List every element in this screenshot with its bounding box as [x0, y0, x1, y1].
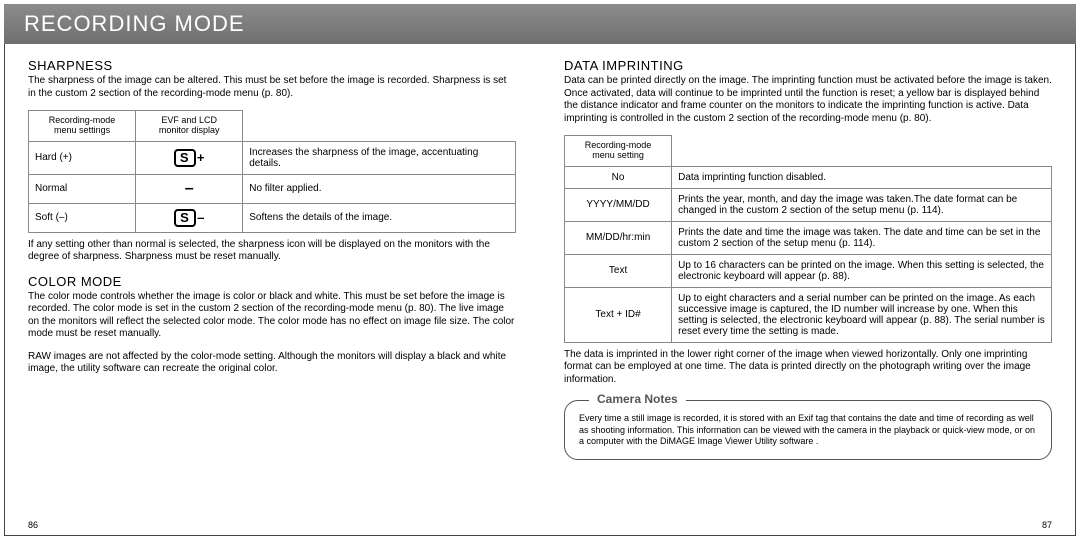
sharpness-th1: Recording-modemenu settings [29, 111, 136, 142]
colormode-p1: The color mode controls whether the imag… [28, 291, 516, 341]
imprint-table: Recording-modemenu setting No Data impri… [564, 135, 1052, 343]
sharpness-desc: Increases the sharpness of the image, ac… [243, 141, 516, 174]
colormode-heading: COLOR MODE [28, 274, 516, 289]
right-column: DATA IMPRINTING Data can be printed dire… [540, 50, 1076, 536]
imprint-desc: Prints the date and time the image was t… [672, 221, 1052, 254]
header-bar: RECORDING MODE [4, 4, 1076, 44]
sharpness-desc: Softens the details of the image. [243, 203, 516, 232]
imprint-desc: Up to eight characters and a serial numb… [672, 287, 1052, 342]
imprint-row: Text Up to 16 characters can be printed … [565, 254, 1052, 287]
sharpness-heading: SHARPNESS [28, 58, 516, 73]
sharpness-row: Normal – No filter applied. [29, 174, 516, 203]
sharpness-s-icon [174, 209, 196, 227]
imprint-setting: No [565, 166, 672, 188]
camera-notes-text: Every time a still image is recorded, it… [579, 413, 1037, 447]
sharpness-th2: EVF and LCDmonitor display [136, 111, 243, 142]
sharpness-intro: The sharpness of the image can be altere… [28, 75, 516, 100]
sharpness-icon-cell: + [136, 141, 243, 174]
imprint-th: Recording-modemenu setting [565, 136, 672, 167]
imprint-row: MM/DD/hr:min Prints the date and time th… [565, 221, 1052, 254]
camera-notes-box: Camera Notes Every time a still image is… [564, 400, 1052, 460]
dash-icon: – [185, 180, 194, 197]
sharpness-setting: Soft (–) [29, 203, 136, 232]
page-number-left: 86 [28, 520, 38, 530]
sharpness-s-icon [174, 149, 196, 167]
camera-notes-label: Camera Notes [589, 392, 686, 407]
imprint-setting: Text + ID# [565, 287, 672, 342]
header-title: RECORDING MODE [24, 11, 245, 37]
sharpness-footer: If any setting other than normal is sele… [28, 239, 516, 264]
page-number-right: 87 [1042, 520, 1052, 530]
plus-icon: + [197, 150, 205, 165]
imprint-heading: DATA IMPRINTING [564, 58, 1052, 73]
imprint-setting: Text [565, 254, 672, 287]
sharpness-row: Soft (–) – Softens the details of the im… [29, 203, 516, 232]
sharpness-table: Recording-modemenu settings EVF and LCDm… [28, 110, 516, 233]
imprint-intro: Data can be printed directly on the imag… [564, 75, 1052, 125]
sharpness-row: Hard (+) + Increases the sharpness of th… [29, 141, 516, 174]
sharpness-icon-cell: – [136, 174, 243, 203]
sharpness-setting: Normal [29, 174, 136, 203]
imprint-row: YYYY/MM/DD Prints the year, month, and d… [565, 188, 1052, 221]
left-column: SHARPNESS The sharpness of the image can… [4, 50, 540, 536]
imprint-th-empty [672, 136, 1052, 167]
sharpness-th-empty [243, 111, 516, 142]
imprint-setting: YYYY/MM/DD [565, 188, 672, 221]
sharpness-icon-cell: – [136, 203, 243, 232]
imprint-footer: The data is imprinted in the lower right… [564, 349, 1052, 387]
content: SHARPNESS The sharpness of the image can… [4, 50, 1076, 536]
sharpness-desc: No filter applied. [243, 174, 516, 203]
imprint-row: No Data imprinting function disabled. [565, 166, 1052, 188]
minus-icon: – [197, 210, 204, 225]
imprint-row: Text + ID# Up to eight characters and a … [565, 287, 1052, 342]
imprint-desc: Prints the year, month, and day the imag… [672, 188, 1052, 221]
imprint-desc: Up to 16 characters can be printed on th… [672, 254, 1052, 287]
colormode-p2: RAW images are not affected by the color… [28, 351, 516, 376]
imprint-desc: Data imprinting function disabled. [672, 166, 1052, 188]
imprint-setting: MM/DD/hr:min [565, 221, 672, 254]
sharpness-setting: Hard (+) [29, 141, 136, 174]
